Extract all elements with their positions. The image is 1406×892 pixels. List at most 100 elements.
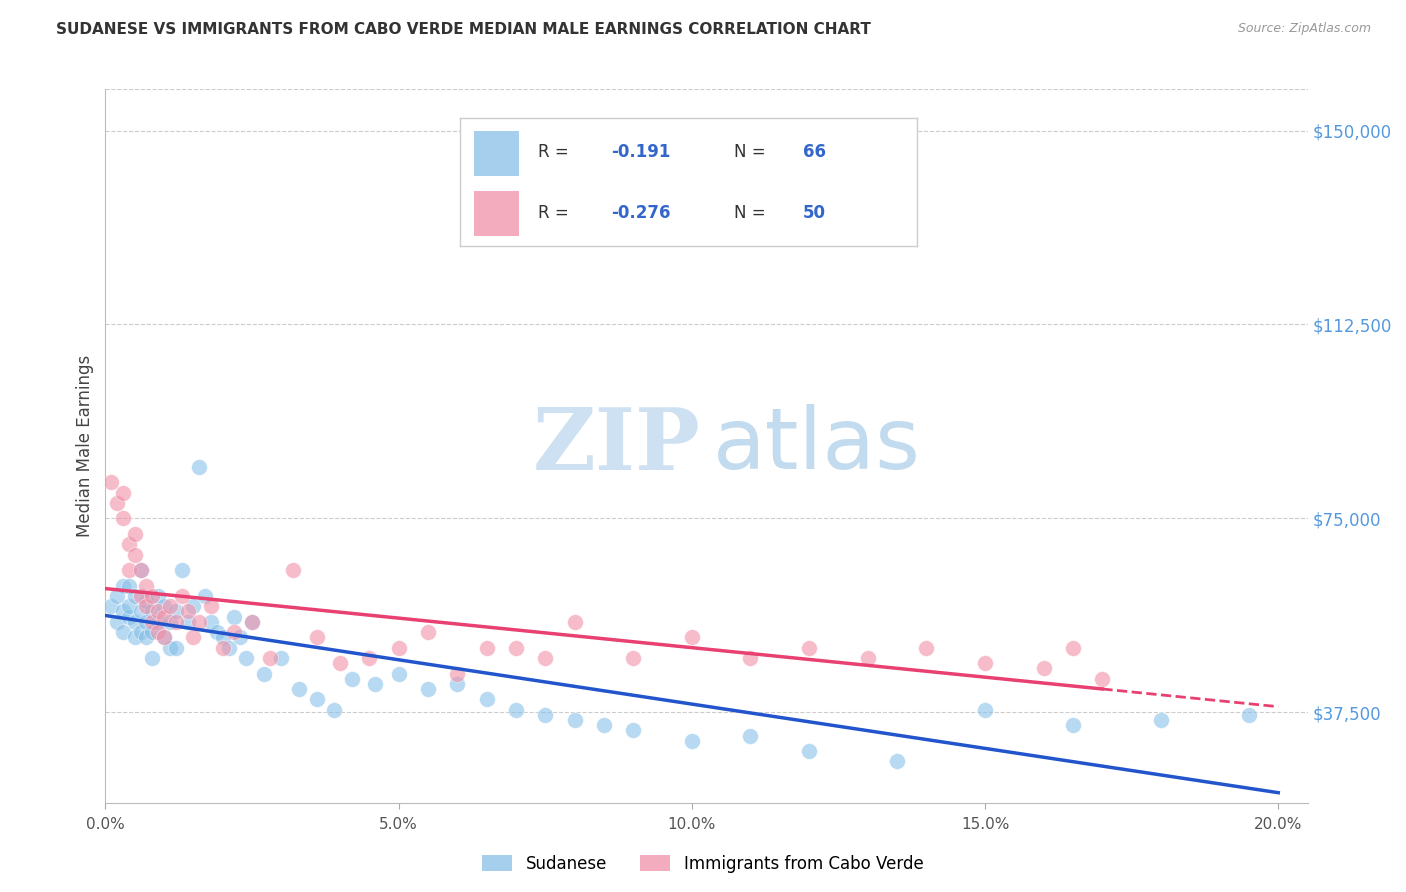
Sudanese: [188, 459, 211, 474]
Sudanese: [100, 599, 122, 614]
Immigrants from Cabo Verde: [112, 485, 135, 500]
Immigrants from Cabo Verde: [165, 615, 187, 629]
Immigrants from Cabo Verde: [359, 651, 381, 665]
Sudanese: [135, 615, 157, 629]
Immigrants from Cabo Verde: [856, 651, 879, 665]
Immigrants from Cabo Verde: [200, 599, 222, 614]
Immigrants from Cabo Verde: [797, 640, 820, 655]
Immigrants from Cabo Verde: [176, 605, 198, 619]
Sudanese: [288, 681, 311, 696]
Sudanese: [194, 589, 217, 603]
Sudanese: [105, 589, 128, 603]
Sudanese: [183, 599, 205, 614]
Sudanese: [681, 733, 703, 747]
Sudanese: [211, 630, 233, 644]
Sudanese: [323, 703, 346, 717]
Text: atlas: atlas: [713, 404, 921, 488]
Immigrants from Cabo Verde: [135, 599, 157, 614]
Sudanese: [475, 692, 498, 706]
Sudanese: [141, 651, 163, 665]
Sudanese: [124, 589, 146, 603]
Immigrants from Cabo Verde: [124, 548, 146, 562]
Immigrants from Cabo Verde: [281, 563, 304, 577]
Immigrants from Cabo Verde: [170, 589, 193, 603]
Immigrants from Cabo Verde: [564, 615, 586, 629]
Immigrants from Cabo Verde: [153, 609, 176, 624]
Immigrants from Cabo Verde: [224, 625, 246, 640]
Immigrants from Cabo Verde: [1062, 640, 1084, 655]
Sudanese: [340, 672, 363, 686]
Immigrants from Cabo Verde: [505, 640, 527, 655]
Sudanese: [170, 563, 193, 577]
Text: ZIP: ZIP: [533, 404, 700, 488]
Immigrants from Cabo Verde: [159, 599, 181, 614]
Sudanese: [1150, 713, 1173, 727]
Immigrants from Cabo Verde: [329, 656, 352, 670]
Immigrants from Cabo Verde: [1032, 661, 1054, 675]
Immigrants from Cabo Verde: [974, 656, 997, 670]
Immigrants from Cabo Verde: [112, 511, 135, 525]
Text: Source: ZipAtlas.com: Source: ZipAtlas.com: [1237, 22, 1371, 36]
Immigrants from Cabo Verde: [915, 640, 938, 655]
Sudanese: [235, 651, 257, 665]
Immigrants from Cabo Verde: [135, 579, 157, 593]
Immigrants from Cabo Verde: [129, 589, 152, 603]
Sudanese: [141, 605, 163, 619]
Immigrants from Cabo Verde: [148, 605, 170, 619]
Sudanese: [165, 605, 187, 619]
Sudanese: [416, 681, 439, 696]
Immigrants from Cabo Verde: [305, 630, 328, 644]
Sudanese: [1062, 718, 1084, 732]
Sudanese: [118, 599, 141, 614]
Sudanese: [886, 755, 908, 769]
Immigrants from Cabo Verde: [153, 630, 176, 644]
Sudanese: [112, 605, 135, 619]
Sudanese: [505, 703, 527, 717]
Sudanese: [124, 615, 146, 629]
Sudanese: [534, 707, 557, 722]
Text: SUDANESE VS IMMIGRANTS FROM CABO VERDE MEDIAN MALE EARNINGS CORRELATION CHART: SUDANESE VS IMMIGRANTS FROM CABO VERDE M…: [56, 22, 872, 37]
Sudanese: [118, 579, 141, 593]
Immigrants from Cabo Verde: [259, 651, 281, 665]
Immigrants from Cabo Verde: [1091, 672, 1114, 686]
Sudanese: [253, 666, 276, 681]
Sudanese: [240, 615, 263, 629]
Sudanese: [129, 625, 152, 640]
Immigrants from Cabo Verde: [141, 615, 163, 629]
Immigrants from Cabo Verde: [105, 496, 128, 510]
Sudanese: [205, 625, 228, 640]
Sudanese: [229, 630, 252, 644]
Immigrants from Cabo Verde: [740, 651, 762, 665]
Sudanese: [129, 563, 152, 577]
Sudanese: [446, 677, 468, 691]
Immigrants from Cabo Verde: [118, 563, 141, 577]
Sudanese: [797, 744, 820, 758]
Sudanese: [153, 599, 176, 614]
Sudanese: [218, 640, 240, 655]
Immigrants from Cabo Verde: [148, 625, 170, 640]
Sudanese: [305, 692, 328, 706]
Immigrants from Cabo Verde: [100, 475, 122, 490]
Sudanese: [153, 630, 176, 644]
Immigrants from Cabo Verde: [446, 666, 468, 681]
Immigrants from Cabo Verde: [681, 630, 703, 644]
Sudanese: [129, 605, 152, 619]
Sudanese: [364, 677, 387, 691]
Sudanese: [200, 615, 222, 629]
Sudanese: [974, 703, 997, 717]
Immigrants from Cabo Verde: [475, 640, 498, 655]
Sudanese: [159, 640, 181, 655]
Sudanese: [135, 630, 157, 644]
Sudanese: [118, 609, 141, 624]
Sudanese: [176, 615, 198, 629]
Sudanese: [124, 630, 146, 644]
Sudanese: [148, 615, 170, 629]
Y-axis label: Median Male Earnings: Median Male Earnings: [76, 355, 94, 537]
Sudanese: [1237, 707, 1260, 722]
Immigrants from Cabo Verde: [621, 651, 644, 665]
Immigrants from Cabo Verde: [211, 640, 233, 655]
Immigrants from Cabo Verde: [534, 651, 557, 665]
Sudanese: [593, 718, 616, 732]
Sudanese: [621, 723, 644, 738]
Immigrants from Cabo Verde: [124, 527, 146, 541]
